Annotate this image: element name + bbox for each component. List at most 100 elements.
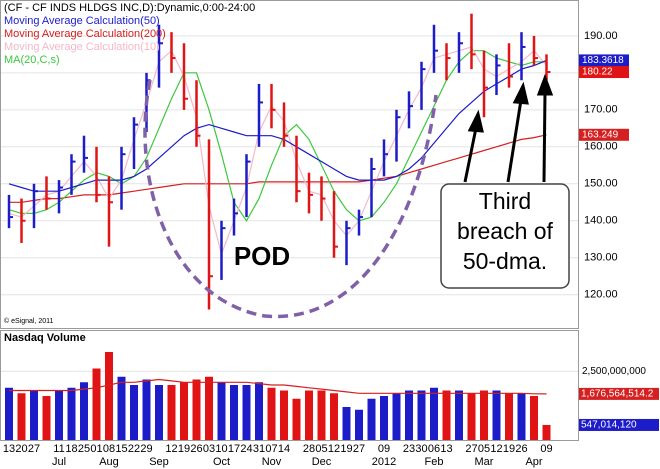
- volume-bar: [317, 390, 326, 440]
- x-tick-label: 28: [303, 443, 315, 455]
- volume-bar: [167, 385, 176, 440]
- x-tick-label: 10: [215, 443, 227, 455]
- volume-bar: [342, 407, 351, 440]
- x-tick-label: 22: [128, 443, 140, 455]
- volume-bar: [117, 376, 126, 440]
- ma-line: [8, 50, 547, 222]
- price-panel: [0, 0, 579, 329]
- volume-bar: [230, 385, 238, 440]
- value-label: 547,014,120: [581, 420, 637, 431]
- volume-title: Nasdaq Volume: [4, 332, 86, 344]
- callout-line: breach of: [457, 218, 554, 244]
- volume-bar: [30, 390, 38, 440]
- x-tick-label: 01: [90, 443, 102, 455]
- volume-bar: [455, 390, 463, 440]
- volume-bar: [542, 424, 551, 440]
- volume-bar: [442, 390, 451, 440]
- arrow: [542, 91, 547, 183]
- month-label: Apr: [525, 456, 542, 468]
- volume-bar: [417, 390, 426, 440]
- value-box: [579, 128, 629, 141]
- volume-bar: [105, 352, 113, 440]
- legend-entry: MA(20,C,s): [4, 54, 60, 66]
- volume-bar: [392, 393, 401, 440]
- x-tick-label: 26: [515, 443, 527, 455]
- volume-bar: [367, 398, 376, 440]
- x-tick-label: 07: [265, 443, 277, 455]
- pod-curve: [143, 79, 438, 319]
- copyright: © eSignal, 2011: [4, 317, 54, 325]
- legend-entry: Moving Average Calculation(10): [4, 41, 160, 53]
- x-tick-label: 17: [228, 443, 240, 455]
- value-label: 183.3618: [582, 55, 624, 66]
- x-tick-label: 14: [278, 443, 290, 455]
- x-tick-label: 18: [65, 443, 77, 455]
- x-tick-label: 23: [403, 443, 415, 455]
- volume-bar: [292, 398, 301, 440]
- x-tick-label: 27: [353, 443, 365, 455]
- x-tick-label: 05: [478, 443, 490, 455]
- volume-bar: [405, 390, 413, 440]
- callout-line: 50-dma.: [463, 248, 547, 274]
- y-tick-label: 130.00: [584, 252, 618, 264]
- volume-bar: [67, 387, 76, 440]
- x-tick-label: 31: [253, 443, 265, 455]
- value-box: [579, 66, 629, 79]
- volume-bar: [505, 393, 513, 440]
- volume-bar: [305, 390, 313, 440]
- volume-bar: [330, 393, 338, 440]
- ma-line: [8, 59, 547, 192]
- x-tick-label: 20: [15, 443, 27, 455]
- volume-bar: [80, 382, 88, 440]
- x-tick-label: 12: [165, 443, 177, 455]
- volume-bar: [5, 387, 13, 440]
- x-tick-label: 26: [190, 443, 202, 455]
- arrows: [463, 73, 554, 183]
- volume-ma-line: [9, 378, 547, 395]
- value-box: [579, 387, 659, 400]
- x-tick-label: 03: [203, 443, 215, 455]
- value-label: 163.249: [582, 129, 619, 140]
- volume-bar: [267, 387, 276, 440]
- volume-bar: [242, 385, 251, 440]
- x-tick-label: 09: [378, 443, 390, 455]
- chart-title: (CF - CF INDS HLDGS INC,D):Dynamic,0:00-…: [4, 2, 255, 14]
- volume-bar: [430, 387, 438, 440]
- volume-bar: [217, 382, 226, 440]
- arrow: [506, 99, 523, 183]
- volume-bar: [355, 409, 363, 440]
- volume-bar: [380, 396, 388, 440]
- x-tick-label: 06: [428, 443, 440, 455]
- legend-entry: Moving Average Calculation(200): [4, 28, 166, 40]
- value-box: [579, 418, 659, 431]
- volume-bar: [255, 382, 263, 440]
- month-label: Aug: [99, 456, 119, 468]
- y-tick-label: 160.00: [584, 141, 618, 153]
- volume-bar: [280, 390, 288, 440]
- x-tick-label: 09: [540, 443, 552, 455]
- arrow: [463, 127, 478, 183]
- x-tick-label: 25: [78, 443, 90, 455]
- volume-bar: [17, 393, 26, 440]
- y-tick-label: 2,500,000,000: [582, 366, 646, 377]
- volume-bar: [155, 385, 163, 440]
- volume-bar: [480, 390, 488, 440]
- month-label: Dec: [312, 456, 332, 468]
- arrowhead: [467, 109, 484, 133]
- y-tick-label: 150.00: [584, 178, 618, 190]
- x-tick-label: 29: [140, 443, 152, 455]
- y-tick-label: 190.00: [584, 30, 618, 42]
- x-tick-label: 27: [28, 443, 40, 455]
- volume-bar: [130, 385, 138, 440]
- volume-bar: [142, 379, 151, 440]
- arrowhead: [536, 73, 554, 96]
- x-tick-label: 13: [3, 443, 15, 455]
- y-tick-label: 120.00: [584, 289, 618, 301]
- volume-bar: [180, 382, 188, 440]
- x-tick-label: 15: [115, 443, 127, 455]
- arrowhead: [512, 81, 529, 105]
- callout-line: Third: [479, 188, 531, 214]
- y-tick-label: 140.00: [584, 215, 618, 227]
- x-tick-label: 19: [340, 443, 352, 455]
- month-label: 2012: [372, 456, 396, 468]
